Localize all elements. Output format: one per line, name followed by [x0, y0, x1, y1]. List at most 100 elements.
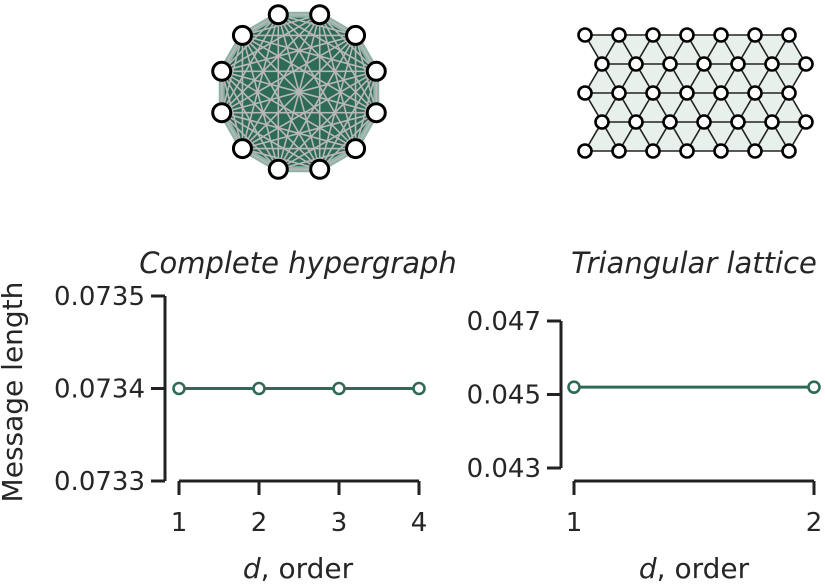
lattice-node [696, 56, 712, 72]
hyperedge-line [241, 35, 321, 170]
left-x-tick-label: 2 [251, 508, 268, 538]
lattice-node [730, 114, 746, 130]
lattice-node [679, 85, 695, 101]
hyperedge-line [242, 147, 320, 171]
left-data-point [172, 381, 186, 396]
hyperedge-line [278, 147, 356, 171]
left-data-point [412, 381, 426, 396]
left-x-axis-rest: , order [261, 552, 354, 585]
right-data-point [567, 380, 581, 394]
hyperedge-line [242, 34, 377, 73]
left-x-tick-label: 3 [331, 508, 348, 538]
left-y-tick-label: 0.0733 [54, 467, 145, 497]
lattice-node [611, 27, 627, 43]
hypergraph-node [211, 60, 233, 82]
hypergraph-node [345, 24, 367, 46]
lattice-node [798, 114, 814, 130]
lattice-node [577, 27, 593, 43]
hypergraph-node [231, 138, 253, 160]
hyperedge-line [221, 34, 356, 73]
right-y-tick-label: 0.043 [467, 454, 541, 484]
right-y-tick-label: 0.045 [467, 381, 541, 411]
left-y-tick-label: 0.0735 [54, 282, 145, 312]
hypergraph-node [211, 102, 233, 124]
lattice-node [696, 114, 712, 130]
hypergraph-node [309, 4, 331, 26]
left-x-axis-label: d, order [243, 552, 354, 585]
left-data-point [332, 381, 346, 396]
lattice-node [713, 143, 729, 159]
hyperedge-line [221, 70, 321, 170]
hyperedge-line [220, 71, 244, 149]
hypergraph-node [267, 4, 289, 26]
hypergraph-node [365, 102, 387, 124]
lattice-node [713, 27, 729, 43]
lattice-node [747, 85, 763, 101]
left-panel-title: Complete hypergraph [139, 246, 457, 280]
hyperedge-line [241, 34, 357, 150]
hyperedge-line [242, 13, 320, 37]
lattice-node [645, 27, 661, 43]
lattice-node [747, 143, 763, 159]
right-panel-plot [567, 380, 821, 394]
complete-hypergraph-inset [211, 4, 387, 180]
hypergraph-node [345, 138, 367, 160]
lattice-node [577, 85, 593, 101]
lattice-node [662, 114, 678, 130]
lattice-node [577, 143, 593, 159]
lattice-node [594, 56, 610, 72]
lattice-node [645, 143, 661, 159]
lattice-node [611, 85, 627, 101]
hyperedge-line [242, 111, 377, 150]
lattice-node [679, 143, 695, 159]
lattice-node [594, 114, 610, 130]
hyperedge-line [221, 70, 356, 150]
right-x-axis-var: d [639, 552, 657, 585]
hyperedge-line [277, 35, 357, 170]
lattice-node [713, 85, 729, 101]
right-panel-axes: 0.043 0.045 0.047 1 2 [467, 307, 823, 538]
hyperedge-line [221, 34, 356, 114]
left-panel-plot [172, 381, 426, 396]
right-y-tick-label: 0.047 [467, 307, 541, 337]
right-panel-title: Triangular lattice [571, 246, 817, 280]
triangular-lattice-inset [577, 27, 814, 159]
hyperedge-line [221, 111, 356, 150]
hypergraph-node [309, 158, 331, 180]
lattice-node [628, 56, 644, 72]
lattice-node [781, 27, 797, 43]
lattice-node [764, 114, 780, 130]
hyperedge-line [241, 35, 280, 170]
hyperedge-line [241, 14, 321, 149]
right-data-point [807, 380, 821, 394]
y-axis-label: Message length [0, 282, 29, 503]
right-x-axis-label: d, order [639, 552, 750, 585]
lattice-node [628, 114, 644, 130]
left-data-point [252, 381, 266, 396]
lattice-node [662, 56, 678, 72]
left-x-tick-label: 1 [171, 508, 188, 538]
lattice-node [764, 56, 780, 72]
hyperedge-line [277, 14, 357, 149]
lattice-node [781, 143, 797, 159]
hyperedge-line [221, 112, 279, 170]
left-panel-axes: 0.0733 0.0734 0.0735 1 2 3 4 [54, 282, 427, 538]
left-x-tick-label: 4 [411, 508, 428, 538]
hyperedge-line [221, 70, 279, 170]
lattice-node [798, 56, 814, 72]
right-x-tick-label: 2 [806, 508, 823, 538]
hypergraph-node [267, 158, 289, 180]
lattice-node [747, 27, 763, 43]
lattice-node [645, 85, 661, 101]
left-y-tick-label: 0.0734 [54, 375, 145, 405]
hyperedge-line [220, 35, 244, 113]
right-x-axis-rest: , order [657, 552, 750, 585]
hypergraph-node [365, 60, 387, 82]
lattice-node [781, 85, 797, 101]
lattice-node [730, 56, 746, 72]
hyperedge-line [242, 34, 377, 114]
lattice-node [679, 27, 695, 43]
left-x-axis-var: d [243, 552, 261, 585]
right-x-tick-label: 1 [566, 508, 583, 538]
